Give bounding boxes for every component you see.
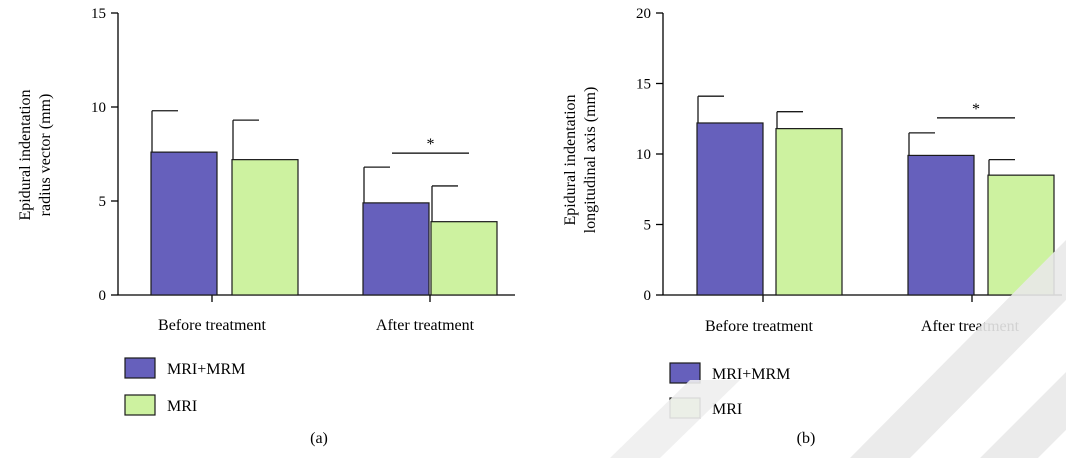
- legend-swatch: [669, 362, 701, 384]
- y-tick-label: 15: [91, 6, 106, 22]
- significance-label: *: [427, 136, 435, 153]
- x-tick-label: Before treatment: [158, 317, 267, 334]
- y-tick-label: 15: [636, 77, 651, 93]
- y-tick-label: 5: [99, 194, 107, 210]
- x-tick-label: After treatment: [376, 317, 475, 334]
- y-axis-title-line: radius vector (mm): [37, 94, 54, 217]
- legend-swatch: [124, 394, 156, 416]
- watermark-stripe: [980, 372, 1066, 458]
- y-axis-title: Epidural indentation longitudinal axis (m…: [562, 87, 599, 234]
- bar-mri-mrm: [362, 202, 430, 296]
- significance-label: *: [972, 101, 980, 118]
- y-axis-title-line: Epidural indentation: [562, 94, 579, 225]
- bar-mri-mrm: [907, 154, 975, 296]
- panel-label: (a): [310, 430, 328, 447]
- y-tick-label: 20: [636, 6, 651, 22]
- bar-mri-mrm: [150, 151, 218, 296]
- y-tick-label: 5: [644, 218, 652, 234]
- legend-swatch: [124, 357, 156, 379]
- legend-label: MRI+MRM: [167, 361, 245, 378]
- y-axis-title-line: Epidural indentation: [17, 89, 34, 220]
- legend-label: MRI+MRM: [712, 366, 790, 383]
- bar-mri: [231, 159, 299, 296]
- y-tick-label: 10: [636, 147, 651, 163]
- legend-label: MRI: [712, 401, 742, 418]
- watermark: [610, 240, 1066, 458]
- y-axis-title-line: longitudinal axis (mm): [582, 87, 599, 234]
- bar-mri: [430, 221, 498, 296]
- y-axis-title: Epidural indentation radius vector (mm): [17, 89, 54, 220]
- chart-panel-a: 0 5 10 15 Before treatment After treatment * Ep…: [17, 6, 515, 447]
- y-tick-label: 0: [99, 288, 107, 304]
- y-tick-label: 10: [91, 100, 106, 116]
- watermark-stripe: [610, 380, 740, 458]
- legend-label: MRI: [167, 398, 197, 415]
- bar-mri: [775, 128, 843, 296]
- watermark-stripe: [850, 240, 1066, 458]
- bar-mri-mrm: [696, 122, 764, 296]
- panel-label: (b): [797, 430, 816, 447]
- y-tick-label: 0: [644, 288, 652, 304]
- x-tick-label: Before treatment: [705, 318, 814, 335]
